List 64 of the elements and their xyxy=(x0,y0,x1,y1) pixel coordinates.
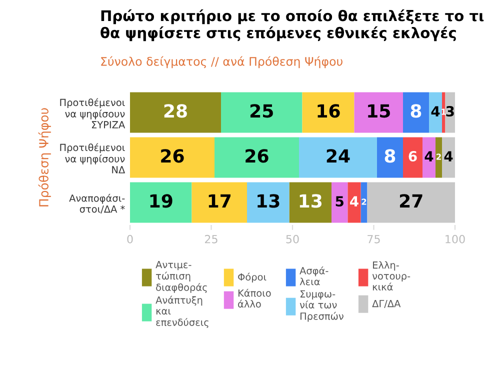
x-tick-label: 75 xyxy=(368,235,380,244)
data-label: 27 xyxy=(400,194,422,208)
bar xyxy=(130,182,192,223)
x-tick-label: 25 xyxy=(204,234,218,244)
legend-label: Κάποιο άλλο xyxy=(238,288,271,308)
legend-label: Ανάπτυξη και επενδύσεις xyxy=(156,296,208,328)
data-label: 4 xyxy=(350,196,358,206)
data-label: 8 xyxy=(410,104,422,118)
bar xyxy=(221,92,302,133)
bar xyxy=(403,92,429,133)
y-tick-label: Αναποφάσι- στοι/ΔΑ * xyxy=(69,194,125,214)
bar xyxy=(367,182,455,223)
bar xyxy=(192,182,247,223)
data-label: 25 xyxy=(250,104,273,118)
data-label: 16 xyxy=(318,104,340,118)
legend-label: Ασφά- λεια xyxy=(300,266,328,286)
data-label: 6 xyxy=(408,151,417,162)
data-label: 3 xyxy=(446,106,454,117)
legend-label: Αντιμε- τώπιση διαφθοράς xyxy=(156,261,207,293)
chart-subtitle: Σύνολο δείγματος // ανά Πρόθεση Ψήφου xyxy=(101,56,342,68)
data-label: 19 xyxy=(150,194,172,208)
bar xyxy=(422,137,436,178)
data-label: 26 xyxy=(246,149,268,163)
bar xyxy=(130,137,214,178)
bar xyxy=(377,137,403,178)
data-label: 2 xyxy=(436,154,441,160)
bar xyxy=(299,137,377,178)
data-label: 28 xyxy=(164,104,187,118)
legend-label: Φόροι xyxy=(238,272,266,283)
x-tick-label: 50 xyxy=(286,234,299,244)
data-label: 2 xyxy=(362,198,366,205)
data-label: 13 xyxy=(300,194,322,208)
data-label: 24 xyxy=(326,149,350,162)
bar xyxy=(130,92,221,133)
y-axis-title: Πρόθεση Ψήφου xyxy=(38,108,51,206)
chart-title: Πρώτο κριτήριο με το οποίο θα επιλέξετε το τι θα ψηφίσετε στις επόμενες εθνικές εκλογές xyxy=(100,9,484,42)
bar xyxy=(360,182,368,223)
legend-label: Συμφω- νία των Πρεσπών xyxy=(300,290,344,322)
bar xyxy=(442,137,455,178)
bar xyxy=(403,137,422,178)
data-label: 17 xyxy=(208,194,230,208)
bar xyxy=(289,182,332,223)
bar xyxy=(429,92,442,133)
data-label: 5 xyxy=(336,196,344,207)
bar xyxy=(436,137,442,178)
x-tick-label: 0 xyxy=(127,234,133,244)
legend-label: ΔΓ/ΔΑ xyxy=(372,300,401,308)
data-label: 4 xyxy=(431,106,440,116)
data-label: 13 xyxy=(258,194,280,208)
data-label: 4 xyxy=(424,151,434,162)
x-tick-label: 100 xyxy=(446,234,465,244)
bar xyxy=(332,182,348,223)
data-label: 4 xyxy=(444,151,453,162)
y-tick-label: Προτιθέμενοι να ψηφίσουν ΣΥΡΙΖΑ xyxy=(60,98,126,128)
legend-label: Ελλη- νοτουρ- κικά xyxy=(372,261,410,291)
bar xyxy=(354,92,403,133)
bar xyxy=(302,92,354,133)
bar xyxy=(214,137,299,178)
y-tick-label: Προτιθέμενοι να ψηφίσουν ΝΔ xyxy=(60,143,126,174)
bar xyxy=(445,92,455,133)
bar xyxy=(247,182,290,223)
data-label: 15 xyxy=(368,104,390,118)
data-label: 26 xyxy=(161,149,184,163)
data-label: 8 xyxy=(384,149,396,163)
